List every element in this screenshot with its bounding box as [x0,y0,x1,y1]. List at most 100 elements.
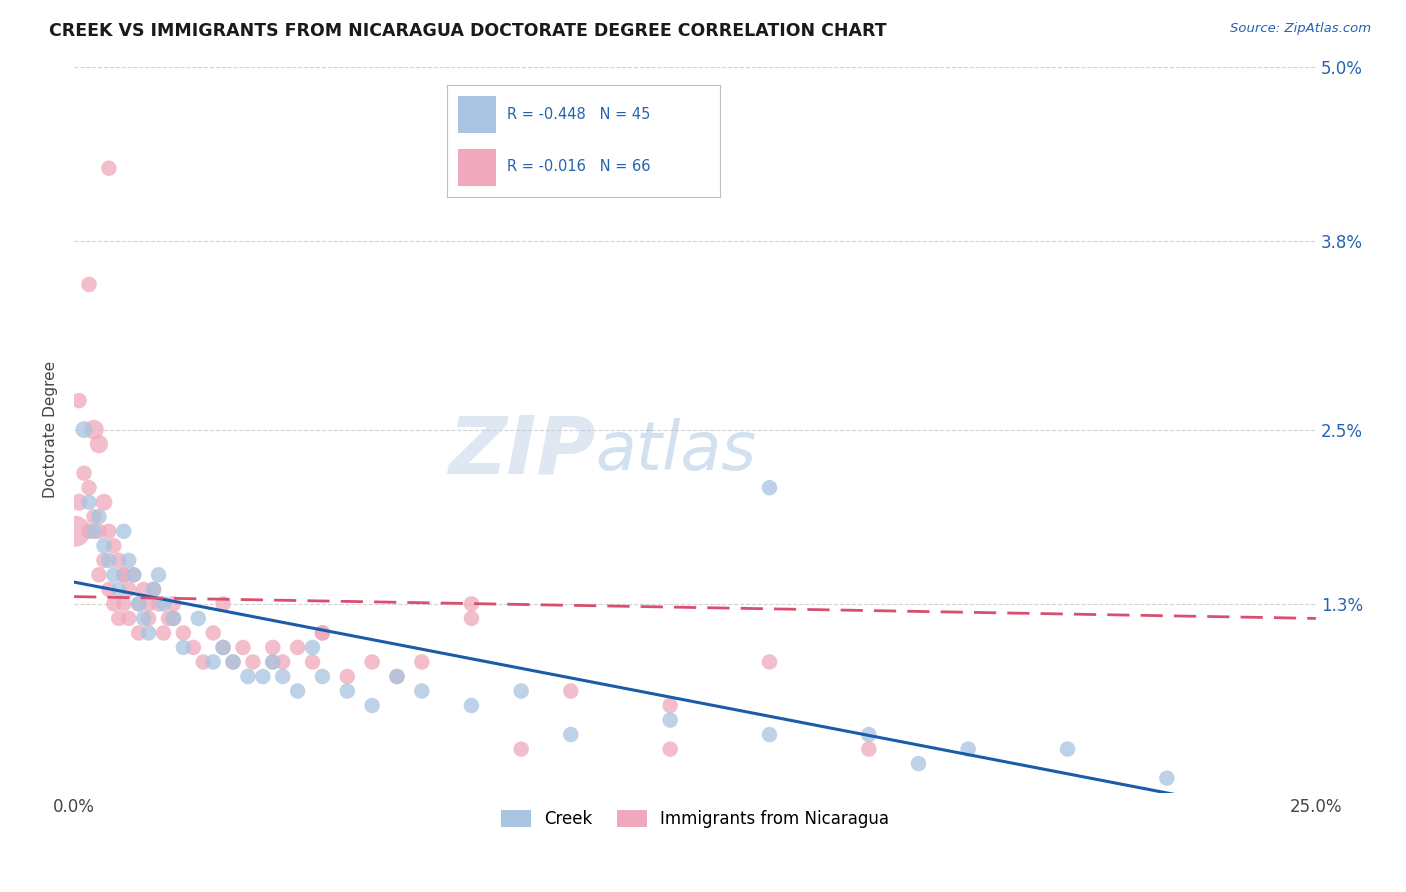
Point [93,495,115,509]
Point [301,640,323,655]
Point [157,611,180,625]
Point [67,495,90,509]
Text: CREEK VS IMMIGRANTS FROM NICARAGUA DOCTORATE DEGREE CORRELATION CHART: CREEK VS IMMIGRANTS FROM NICARAGUA DOCTO… [49,22,887,40]
Point [758,655,780,669]
Point [510,684,533,698]
Point [162,597,184,611]
Point [385,669,408,683]
Point [112,597,135,611]
Point [361,655,384,669]
Point [202,655,225,669]
Point [103,567,125,582]
Point [132,582,155,597]
Point [77,481,100,495]
Point [128,597,150,611]
Point [87,524,110,539]
Point [262,655,284,669]
Point [138,597,160,611]
Point [659,698,682,713]
Point [252,669,274,683]
Point [142,582,165,597]
Point [107,582,129,597]
Point [193,655,215,669]
Point [336,684,359,698]
Point [858,728,880,742]
Point [242,655,264,669]
Point [181,640,204,655]
Point [83,423,105,437]
Point [93,539,115,553]
Text: Source: ZipAtlas.com: Source: ZipAtlas.com [1230,22,1371,36]
Point [659,713,682,727]
Point [67,393,90,408]
Point [73,423,96,437]
Point [411,655,433,669]
Point [858,742,880,756]
Point [311,626,333,640]
Point [112,524,135,539]
Point [128,626,150,640]
Point [112,567,135,582]
Point [460,597,482,611]
Point [460,698,482,713]
Y-axis label: Doctorate Degree: Doctorate Degree [44,361,58,499]
Point [107,553,129,567]
Point [162,611,184,625]
Point [659,742,682,756]
Point [162,611,184,625]
Point [1156,771,1178,785]
Point [510,742,533,756]
Point [128,597,150,611]
Point [271,655,294,669]
Point [138,626,160,640]
Point [232,640,254,655]
Point [301,655,323,669]
Point [907,756,929,771]
Point [1056,742,1078,756]
Point [118,582,141,597]
Point [63,524,86,539]
Point [97,161,120,176]
Point [287,640,309,655]
Point [560,684,582,698]
Point [97,553,120,567]
Point [336,669,359,683]
Point [212,640,235,655]
Point [118,611,141,625]
Point [118,553,141,567]
Point [122,567,145,582]
Point [107,611,129,625]
Point [187,611,209,625]
Point [385,669,408,683]
Point [87,567,110,582]
Point [222,655,245,669]
Point [957,742,980,756]
Point [152,626,174,640]
Point [132,611,155,625]
Point [112,567,135,582]
Point [77,495,100,509]
Legend: Creek, Immigrants from Nicaragua: Creek, Immigrants from Nicaragua [494,804,896,835]
Point [77,524,100,539]
Point [122,567,145,582]
Point [287,684,309,698]
Point [271,669,294,683]
Point [212,597,235,611]
Point [138,611,160,625]
Point [460,611,482,625]
Point [148,597,170,611]
Point [103,539,125,553]
Point [97,524,120,539]
Point [73,466,96,480]
Point [152,597,174,611]
Point [361,698,384,713]
Point [560,728,582,742]
Point [83,524,105,539]
Point [142,582,165,597]
Point [77,277,100,292]
Point [758,481,780,495]
Point [222,655,245,669]
Point [103,597,125,611]
Point [87,509,110,524]
Point [212,640,235,655]
